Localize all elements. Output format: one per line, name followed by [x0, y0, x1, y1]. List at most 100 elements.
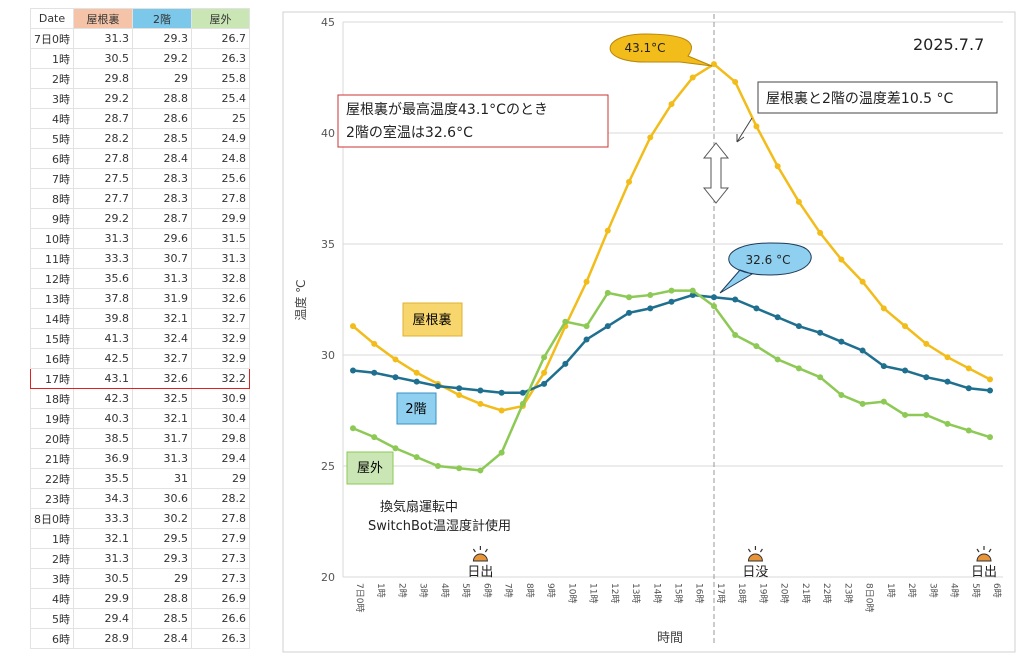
data-point: [944, 420, 951, 427]
data-point: [371, 369, 378, 376]
cell-attic: 27.8: [73, 148, 133, 169]
cell-2f: 32.1: [132, 408, 192, 429]
data-point: [562, 360, 569, 367]
data-point: [604, 323, 611, 330]
cell-date: 9時: [30, 208, 74, 229]
cell-2f: 28.5: [132, 128, 192, 149]
data-point: [668, 287, 675, 294]
cell-outside: 32.7: [191, 308, 250, 329]
x-tick-label: 13時: [630, 583, 641, 603]
cell-2f: 31.3: [132, 268, 192, 289]
x-tick-label: 1時: [885, 583, 896, 598]
x-tick-label: 5時: [970, 583, 981, 598]
data-point: [987, 376, 993, 383]
sun-label: 日出: [971, 565, 997, 580]
cell-date: 10時: [30, 228, 74, 249]
cell-2f: 28.8: [132, 588, 192, 609]
legend-outside: 屋外: [346, 451, 394, 485]
table-row: 20時 38.5 31.7 29.8: [30, 428, 250, 449]
x-tick-label: 1時: [375, 583, 386, 598]
data-point: [371, 434, 378, 441]
table-row: 6時 27.8 28.4 24.8: [30, 148, 250, 169]
x-tick-label: 3時: [418, 583, 429, 598]
x-tick-label: 2時: [396, 583, 407, 598]
data-point: [647, 292, 654, 299]
sun-label: 日出: [467, 565, 493, 580]
sun-sunset: 日没: [742, 546, 768, 580]
data-point: [774, 163, 781, 170]
data-point: [732, 78, 739, 85]
cell-attic: 34.3: [73, 488, 133, 509]
cell-2f: 28.4: [132, 628, 192, 649]
data-point: [583, 278, 590, 285]
x-tick-label: 15時: [673, 583, 684, 603]
data-point: [732, 296, 739, 303]
sun-icon: [472, 553, 488, 562]
data-point: [392, 374, 399, 381]
note-sensor: SwitchBot温湿度計使用: [368, 518, 511, 534]
cell-attic: 28.7: [73, 108, 133, 129]
note-fan: 換気扇運転中: [380, 499, 458, 515]
table-row: 12時 35.6 31.3 32.8: [30, 268, 250, 289]
x-tick-label: 6時: [991, 583, 1002, 598]
data-point: [965, 365, 972, 372]
table-row: 15時 41.3 32.4 32.9: [30, 328, 250, 349]
data-point: [753, 305, 760, 312]
table-row: 3時 29.2 28.8 25.4: [30, 88, 250, 109]
data-point: [838, 338, 845, 345]
x-tick-label: 19時: [757, 583, 768, 603]
cell-attic: 32.1: [73, 528, 133, 549]
cell-outside: 31.5: [191, 228, 250, 249]
table-row: 8時 27.7 28.3 27.8: [30, 188, 250, 209]
data-point: [668, 298, 675, 305]
x-tick-label: 6時: [481, 583, 492, 598]
legend-2f-label: 2階: [405, 402, 426, 417]
data-point: [944, 354, 951, 361]
table-row: 4時 29.9 28.8 26.9: [30, 588, 250, 609]
peak-callout: 43.1°C: [609, 33, 713, 67]
data-point: [392, 445, 399, 452]
max-temp-note: 屋根裏が最高温度43.1°Cのとき 2階の室温は32.6°C: [337, 94, 609, 148]
data-point: [583, 336, 590, 343]
table-row: 8日0時 33.3 30.2 27.8: [30, 508, 250, 529]
indoor-callout: 32.6 °C: [719, 242, 812, 294]
cell-outside: 31.3: [191, 248, 250, 269]
data-point: [817, 329, 824, 336]
data-point: [880, 305, 887, 312]
data-point: [498, 389, 505, 396]
cell-2f: 29.3: [132, 28, 192, 49]
cell-outside: 24.9: [191, 128, 250, 149]
data-point: [498, 449, 505, 456]
data-point: [434, 463, 441, 469]
data-point: [413, 454, 420, 461]
data-point: [456, 465, 463, 472]
max-temp-note-line2: 2階の室温は32.6°C: [346, 124, 473, 141]
data-point: [350, 367, 356, 374]
data-point: [902, 411, 909, 418]
table-row: 9時 29.2 28.7 29.9: [30, 208, 250, 229]
diff-note-text: 屋根裏と2階の温度差10.5 °C: [766, 90, 954, 107]
data-point: [604, 227, 611, 234]
data-point: [434, 383, 441, 390]
x-tick-label: 8日0時: [864, 583, 875, 612]
cell-outside: 25: [191, 108, 250, 129]
data-point: [541, 369, 548, 376]
sun-sunrise1: 日出: [467, 546, 493, 580]
cell-2f: 31.9: [132, 288, 192, 309]
cell-2f: 29.5: [132, 528, 192, 549]
data-point: [732, 332, 739, 339]
header-date: Date: [30, 8, 74, 29]
data-point: [519, 400, 526, 407]
data-point: [944, 378, 951, 385]
legend-attic-label: 屋根裏: [412, 313, 451, 328]
chart-frame: [282, 11, 1016, 653]
cell-date: 6時: [30, 628, 74, 649]
x-tick-label: 2時: [906, 583, 917, 598]
data-point: [817, 229, 824, 236]
data-point: [541, 354, 548, 361]
data-point: [838, 256, 845, 263]
x-tick-label: 4時: [439, 583, 450, 598]
x-tick-label: 14時: [651, 583, 662, 603]
y-tick-label: 35: [321, 238, 335, 251]
